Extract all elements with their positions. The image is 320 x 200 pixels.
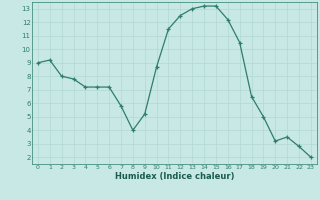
X-axis label: Humidex (Indice chaleur): Humidex (Indice chaleur) [115,172,234,181]
